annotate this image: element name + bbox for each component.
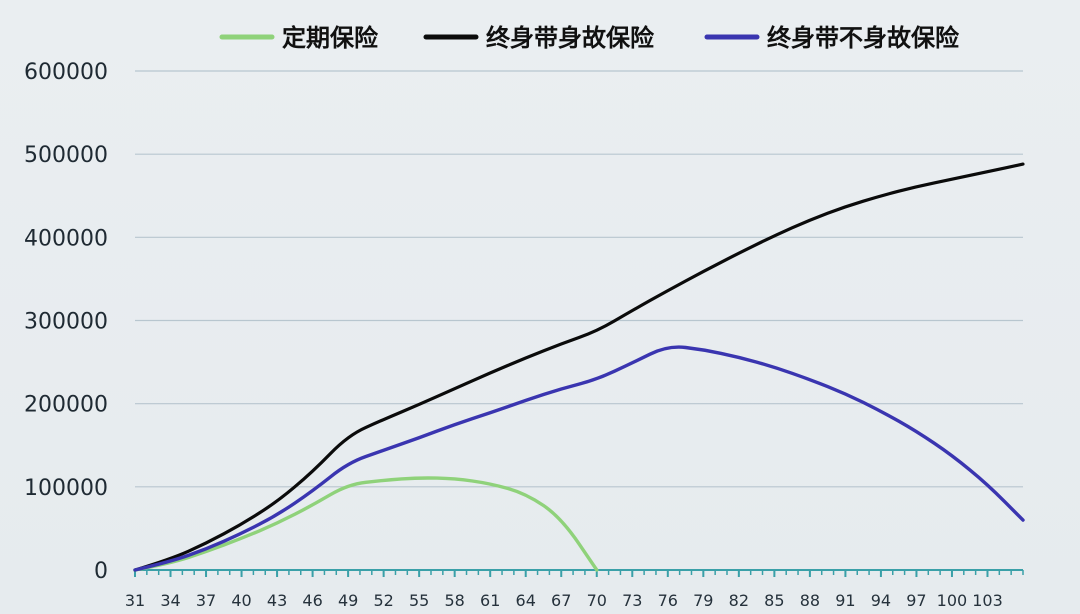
x-tick-label: 85 — [764, 591, 784, 610]
x-tick-label: 67 — [551, 591, 571, 610]
x-tick-label: 40 — [231, 591, 251, 610]
x-tick-label: 100 — [937, 591, 968, 610]
x-tick-label: 94 — [871, 591, 891, 610]
x-tick-label: 61 — [480, 591, 500, 610]
x-tick-label: 79 — [693, 591, 713, 610]
x-tick-label: 58 — [445, 591, 465, 610]
legend-label: 终身带不身故保险 — [767, 24, 960, 52]
x-tick-label: 49 — [338, 591, 358, 610]
y-tick-label: 500000 — [24, 143, 108, 168]
y-tick-label: 300000 — [24, 310, 108, 335]
x-tick-label: 31 — [125, 591, 145, 610]
x-tick-label: 46 — [302, 591, 322, 610]
x-tick-label: 37 — [196, 591, 216, 610]
series-line-whole-life-no-death-benefit — [133, 345, 1025, 572]
legend-label: 终身带身故保险 — [486, 24, 655, 52]
x-tick-label: 88 — [800, 591, 820, 610]
x-tick-label: 55 — [409, 591, 429, 610]
x-tick-label: 91 — [835, 591, 855, 610]
y-tick-label: 100000 — [24, 476, 108, 501]
x-tick-label: 52 — [373, 591, 393, 610]
series-line-term-insurance — [133, 476, 599, 572]
x-tick-label: 97 — [906, 591, 926, 610]
y-tick-label: 0 — [94, 559, 108, 584]
y-tick-label: 400000 — [24, 226, 108, 251]
y-tick-label: 200000 — [24, 393, 108, 418]
x-tick-label: 82 — [729, 591, 749, 610]
x-tick-label: 73 — [622, 591, 642, 610]
legend-label: 定期保险 — [282, 24, 379, 52]
series-line-whole-life-death-benefit — [133, 162, 1025, 572]
x-tick-label: 70 — [587, 591, 607, 610]
y-tick-label: 600000 — [24, 60, 108, 85]
x-tick-label: 103 — [972, 591, 1003, 610]
x-tick-label: 64 — [516, 591, 536, 610]
x-tick-label: 43 — [267, 591, 287, 610]
x-tick-label: 34 — [160, 591, 180, 610]
x-tick-label: 76 — [658, 591, 678, 610]
